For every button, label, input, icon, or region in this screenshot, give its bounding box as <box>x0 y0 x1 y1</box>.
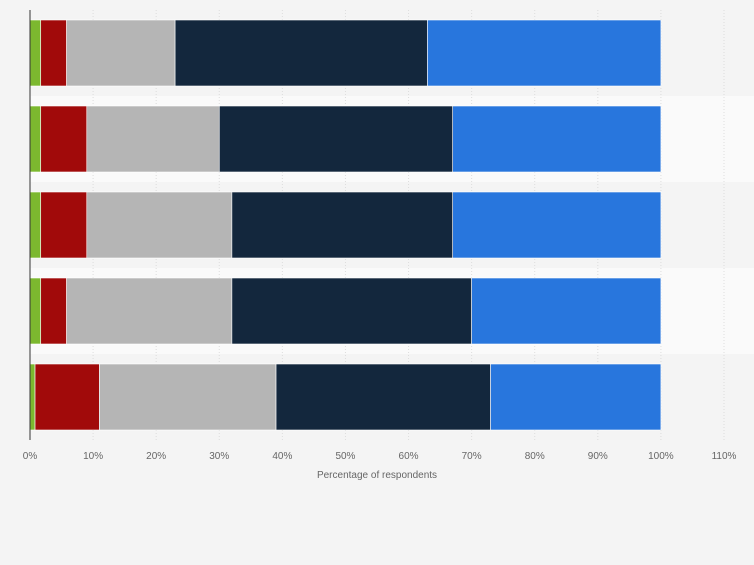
bar-segment[interactable] <box>29 105 42 173</box>
x-tick-label: 100% <box>648 451 674 462</box>
bar-segment[interactable] <box>29 191 42 259</box>
bar-segment[interactable] <box>427 19 662 87</box>
x-tick-label: 20% <box>146 451 166 462</box>
bar-segment[interactable] <box>86 191 233 259</box>
x-tick-label: 110% <box>712 451 737 462</box>
bar-segment[interactable] <box>452 191 662 259</box>
x-tick-label: 90% <box>588 451 608 462</box>
bar-segment[interactable] <box>29 277 42 345</box>
x-tick-label: 10% <box>83 451 103 462</box>
bar-segment[interactable] <box>231 277 472 345</box>
bar-segment[interactable] <box>490 363 662 431</box>
bar-segment[interactable] <box>218 105 454 173</box>
bar-segment[interactable] <box>29 363 36 431</box>
x-axis-title: Percentage of respondents <box>317 470 437 481</box>
bar-segment[interactable] <box>34 363 100 431</box>
bar-segment[interactable] <box>471 277 662 345</box>
bar-segment[interactable] <box>40 105 88 173</box>
x-tick-label: 60% <box>399 451 419 462</box>
bar-segment[interactable] <box>452 105 662 173</box>
bar-segment[interactable] <box>99 363 277 431</box>
bars <box>29 19 662 431</box>
x-axis-ticks: 0% 10% 20% 30% 40% 50% 60% 70% 80% 90% 100% 110% <box>23 451 737 462</box>
x-tick-label: 0% <box>23 451 38 462</box>
x-tick-label: 80% <box>525 451 545 462</box>
bar-segment[interactable] <box>174 19 428 87</box>
x-tick-label: 40% <box>272 451 292 462</box>
bar-segment[interactable] <box>40 191 88 259</box>
bar-segment[interactable] <box>40 19 67 87</box>
bar-segment[interactable] <box>275 363 491 431</box>
x-tick-label: 50% <box>335 451 355 462</box>
x-tick-label: 70% <box>462 451 482 462</box>
bar-segment[interactable] <box>66 277 233 345</box>
bar-segment[interactable] <box>40 277 67 345</box>
x-tick-label: 30% <box>209 451 229 462</box>
bar-segment[interactable] <box>66 19 176 87</box>
bar-segment[interactable] <box>231 191 454 259</box>
bar-segment[interactable] <box>86 105 220 173</box>
bar-segment[interactable] <box>29 19 42 87</box>
